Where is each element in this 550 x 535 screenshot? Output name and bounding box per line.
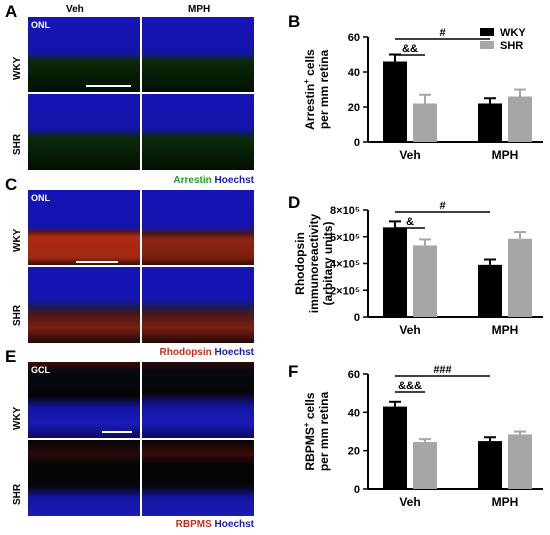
y-tick-label: 2×10⁵	[330, 285, 360, 297]
stain-counter-e: Hoechst	[214, 519, 254, 530]
row-label-wky-c: WKY	[12, 228, 23, 252]
significance-label: &	[406, 216, 414, 228]
y-tick-label: 20	[348, 446, 360, 458]
stain-legend-e: RBPMS Hoechst	[176, 519, 254, 530]
micrograph-a-wky-mph	[142, 17, 254, 92]
micrograph-a-shr-mph	[142, 94, 254, 170]
legend-label: WKY	[500, 27, 526, 39]
legend-swatch	[480, 28, 494, 36]
significance-label: #	[439, 200, 445, 212]
micrograph-e-wky-mph	[142, 362, 254, 438]
panel-label-f: F	[288, 362, 299, 381]
y-tick-label: 60	[348, 369, 360, 381]
y-axis-label-line: Rhodopsin	[293, 232, 307, 295]
x-tick-label: MPH	[492, 323, 519, 337]
legend-label: SHR	[500, 40, 523, 52]
stain-counter-c: Hoechst	[214, 347, 254, 358]
bar	[383, 61, 407, 142]
y-tick-label: 40	[348, 67, 360, 79]
y-tick-label: 8×10⁵	[330, 205, 360, 217]
bar	[478, 264, 502, 317]
significance-label: #	[439, 27, 445, 39]
y-tick-label: 40	[348, 407, 360, 419]
chart-f: 0 20 40 60 Veh MPH &&& ### RBPMS+ cells per mm re…	[302, 364, 543, 509]
y-tick-label: 6×10⁵	[330, 232, 360, 244]
bar	[413, 442, 437, 489]
x-tick-label: MPH	[492, 148, 519, 162]
y-tick-label: 0	[354, 137, 360, 149]
panel-label-c: C	[5, 175, 18, 194]
x-tick-label: Veh	[399, 148, 420, 162]
stain-marker-e: RBPMS	[175, 519, 212, 530]
bar	[383, 227, 407, 317]
x-tick-label: MPH	[492, 495, 519, 509]
micrograph-c-wky-veh: ONL	[28, 190, 140, 265]
micrograph-e-shr-veh	[28, 440, 140, 516]
micrograph-c-shr-mph	[142, 267, 254, 343]
micrograph-c-wky-mph	[142, 190, 254, 265]
micrograph-e-shr-mph	[142, 440, 254, 516]
y-tick-label: 0	[354, 312, 360, 324]
y-axis-label-line: immunoreactivity	[307, 213, 321, 313]
stain-marker-c: Rhodopsin	[159, 347, 212, 358]
y-axis-label-line: per mm retina	[317, 49, 331, 129]
row-label-wky-a: WKY	[12, 56, 23, 80]
y-axis-label: RBPMS+ cells per mm retina	[302, 391, 331, 471]
bar	[508, 434, 532, 489]
bar	[508, 238, 532, 317]
bar	[413, 103, 437, 142]
chart-b: 0 20 40 60 Veh MPH && # Arrestin+ cells per mm re…	[302, 27, 543, 162]
layer-label-onl-a: ONL	[31, 20, 50, 30]
y-axis-label: Arrestin+ cells per mm retina	[302, 49, 331, 130]
significance-label: &&&	[398, 380, 422, 392]
y-tick-label: 0	[354, 484, 360, 496]
x-tick-label: Veh	[399, 323, 420, 337]
panel-label-d: D	[288, 193, 301, 212]
bar	[508, 96, 532, 142]
scale-bar-a	[86, 85, 131, 87]
stain-legend-a: Arrestin Hoechst	[173, 175, 254, 186]
column-label-veh: Veh	[66, 4, 84, 15]
panel-label-e: E	[5, 347, 17, 366]
stain-counter-a: Hoechst	[214, 175, 254, 186]
y-tick-label: 20	[348, 102, 360, 114]
micrograph-a-shr-veh	[28, 94, 140, 170]
y-axis-label: Rhodopsin immunoreactivity (arbitary units…	[293, 213, 335, 313]
y-axis-label-line: Arrestin+ cells	[302, 49, 317, 130]
row-label-wky-e: WKY	[12, 406, 23, 430]
stain-legend-c: Rhodopsin Hoechst	[160, 347, 254, 358]
panel-label-b: B	[288, 12, 301, 31]
chart-d: 0 2×10⁵ 4×10⁵ 6×10⁵ 8×10⁵ Veh MPH & # Rhodopsin im…	[293, 200, 543, 337]
micrograph-e-wky-veh: GCL	[28, 362, 140, 438]
y-axis-label-line: RBPMS+ cells	[302, 392, 317, 470]
column-label-mph: MPH	[188, 4, 211, 15]
row-label-shr-a: SHR	[12, 133, 23, 155]
y-axis-label-line: (arbitary units)	[321, 221, 335, 305]
y-tick-label: 60	[348, 32, 360, 44]
significance-label: &&	[402, 43, 418, 55]
bar	[413, 245, 437, 317]
bar	[383, 406, 407, 489]
significance-label: ###	[433, 364, 451, 376]
stain-marker-a: Arrestin	[173, 175, 212, 186]
scale-bar-e	[102, 431, 132, 433]
row-label-shr-c: SHR	[12, 304, 23, 326]
layer-label-onl-c: ONL	[31, 193, 50, 203]
bar	[478, 103, 502, 142]
row-label-shr-e: SHR	[12, 483, 23, 505]
legend-swatch	[480, 41, 494, 49]
micrograph-a-wky-veh: ONL	[28, 17, 140, 92]
x-tick-label: Veh	[399, 495, 420, 509]
panel-label-a: A	[5, 2, 18, 21]
micrograph-c-shr-veh	[28, 267, 140, 343]
y-tick-label: 4×10⁵	[330, 259, 360, 271]
scale-bar-c	[76, 261, 118, 263]
bar	[478, 441, 502, 489]
y-axis-label-line: per mm retina	[317, 391, 331, 471]
layer-label-gcl-e: GCL	[31, 365, 50, 375]
